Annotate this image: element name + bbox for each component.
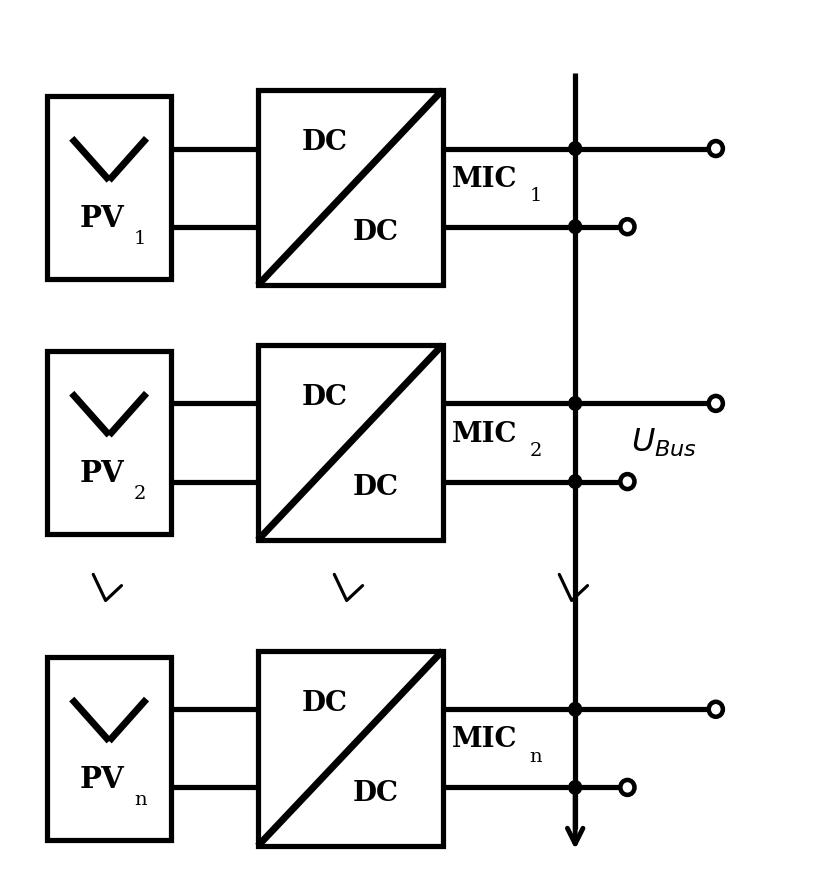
Text: PV: PV — [79, 204, 124, 233]
Text: PV: PV — [79, 459, 124, 488]
Circle shape — [619, 219, 634, 235]
Circle shape — [568, 703, 581, 716]
Text: $U_{Bus}$: $U_{Bus}$ — [630, 427, 696, 458]
Circle shape — [708, 396, 722, 411]
Bar — [257, 650, 442, 846]
Circle shape — [568, 474, 581, 489]
Circle shape — [568, 781, 581, 794]
Text: DC: DC — [353, 474, 399, 501]
Text: DC: DC — [353, 780, 399, 807]
Text: 2: 2 — [528, 442, 541, 460]
Bar — [257, 345, 442, 540]
Text: DC: DC — [301, 129, 347, 156]
Text: DC: DC — [301, 384, 347, 411]
Text: DC: DC — [353, 219, 399, 246]
Circle shape — [708, 141, 722, 156]
Text: 1: 1 — [528, 187, 541, 205]
Text: DC: DC — [301, 690, 347, 717]
Text: n: n — [528, 748, 542, 766]
Text: 1: 1 — [134, 230, 146, 248]
Circle shape — [568, 219, 581, 234]
Circle shape — [568, 396, 581, 411]
Circle shape — [568, 142, 581, 156]
Bar — [257, 90, 442, 285]
Bar — [47, 657, 171, 840]
Text: n: n — [134, 790, 146, 809]
Text: MIC: MIC — [451, 420, 517, 448]
Text: MIC: MIC — [451, 727, 517, 753]
Circle shape — [619, 474, 634, 489]
Bar — [47, 351, 171, 534]
Text: 2: 2 — [134, 485, 146, 503]
Text: PV: PV — [79, 765, 124, 794]
Bar — [47, 96, 171, 279]
Circle shape — [708, 702, 722, 717]
Text: MIC: MIC — [451, 165, 517, 193]
Circle shape — [619, 780, 634, 795]
